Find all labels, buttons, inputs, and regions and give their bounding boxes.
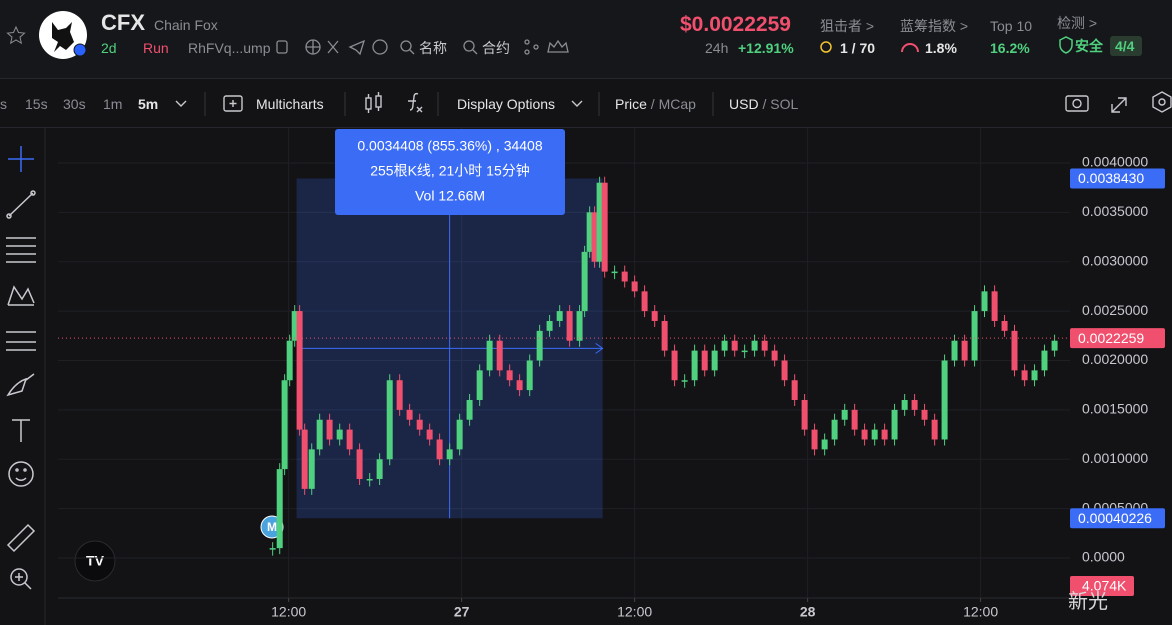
y-tick-label: 0.0030000: [1082, 252, 1148, 268]
price: $0.0022259: [680, 13, 791, 36]
interval[interactable]: 15s: [25, 96, 48, 112]
y-tick-label: 0.0015000: [1082, 401, 1148, 417]
interval[interactable]: s: [0, 96, 7, 112]
change-period: 24h: [705, 40, 729, 56]
check-score-bg: [1110, 36, 1142, 56]
token-name: Chain Fox: [154, 17, 218, 33]
link-icons[interactable]: [276, 39, 569, 56]
chart-bg: [0, 128, 1172, 625]
drawing-tools[interactable]: [6, 146, 36, 590]
current-price-label-bg: [1070, 328, 1165, 349]
search-name[interactable]: 名称: [419, 40, 447, 56]
price-option[interactable]: Price: [615, 96, 647, 112]
safety-shield: [1059, 36, 1073, 54]
check-status: 安全: [1075, 38, 1103, 54]
x-tick-label: 28: [800, 604, 816, 620]
usd-option[interactable]: USD: [729, 96, 759, 112]
interval[interactable]: 30s: [63, 96, 86, 112]
tv-logo[interactable]: [74, 540, 116, 582]
measure-low-label-bg: [1070, 508, 1165, 529]
chart-toolbar: s 15s 30s 1m 5m Multicharts Display Opti…: [0, 80, 1172, 128]
check-score: 4/4: [1115, 38, 1135, 54]
x-tick-label: 12:00: [271, 604, 306, 620]
watermark: 新光: [1068, 591, 1108, 613]
token-symbol: CFX: [101, 10, 145, 35]
top10-value: 16.2%: [990, 40, 1030, 56]
measure-tooltip-line: Vol 12.66M: [415, 188, 485, 204]
token-age: 2d: [101, 40, 117, 56]
tv-logo-text: TV: [86, 553, 105, 569]
currency-toggle[interactable]: USD / SOL: [729, 95, 798, 113]
launchpad[interactable]: Run: [143, 40, 169, 56]
favorite-icon[interactable]: [6, 25, 26, 45]
y-tick-label: 0.0025000: [1082, 302, 1148, 318]
token-header: CFX Chain Fox 2d Run RhFVq...ump 名称 合约 $…: [0, 0, 1172, 79]
mcap-option[interactable]: / MCap: [646, 96, 696, 112]
search-contract[interactable]: 合约: [482, 40, 510, 56]
y-tick-label: 0.0000: [1082, 549, 1125, 565]
current-price-label: 0.0022259: [1078, 330, 1144, 346]
sniper-value: 1 / 70: [840, 40, 876, 56]
x-tick-label: 12:00: [963, 604, 998, 620]
measure-arrow: [296, 342, 604, 354]
x-tick-label: 12:00: [617, 604, 652, 620]
measure-tooltip-line: 0.0034408 (855.36%) , 34408: [357, 138, 542, 154]
top10-label: Top 10: [990, 18, 1033, 34]
display-options[interactable]: Display Options: [457, 96, 556, 112]
y-tick-label: 0.0010000: [1082, 450, 1148, 466]
measure-tooltip-line: 255根K线, 21小时 15分钟: [370, 163, 530, 179]
measure-low-label: 0.00040226: [1078, 510, 1152, 526]
bluechip-gauge: [901, 43, 919, 53]
volume-label: 4.074K: [1082, 578, 1127, 594]
measure-high-label-bg: [1070, 168, 1165, 189]
volume-label-bg: [1070, 576, 1134, 596]
price-toggle[interactable]: Price / MCap: [615, 95, 696, 113]
check-label[interactable]: 检测 >: [1057, 15, 1098, 31]
sniper-label[interactable]: 狙击者 >: [820, 18, 875, 34]
token-address[interactable]: RhFVq...ump: [188, 40, 271, 56]
x-tick-label: 27: [454, 604, 470, 620]
avatar-fox: [52, 22, 74, 52]
avatar-badge: [73, 43, 87, 57]
toolbar-icons: [175, 91, 1172, 116]
change: +12.91%: [738, 40, 794, 56]
multicharts[interactable]: Multicharts: [256, 96, 324, 112]
y-tick-label: 0.0020000: [1082, 351, 1148, 367]
bluechip-value: 1.8%: [925, 40, 957, 56]
measure-tooltip: [335, 129, 565, 215]
sniper-icon: [820, 41, 832, 53]
interval[interactable]: 1m: [103, 96, 123, 112]
y-tick-label: 0.0040000: [1082, 154, 1148, 170]
sol-option[interactable]: / SOL: [758, 96, 799, 112]
measure-high-label: 0.0038430: [1078, 170, 1144, 186]
interval-active[interactable]: 5m: [138, 96, 159, 112]
header-icons: [6, 11, 1142, 59]
y-tick-label: 0.0035000: [1082, 203, 1148, 219]
bluechip-label[interactable]: 蓝筹指数 >: [900, 18, 969, 34]
migration-marker-label: M: [267, 520, 277, 534]
